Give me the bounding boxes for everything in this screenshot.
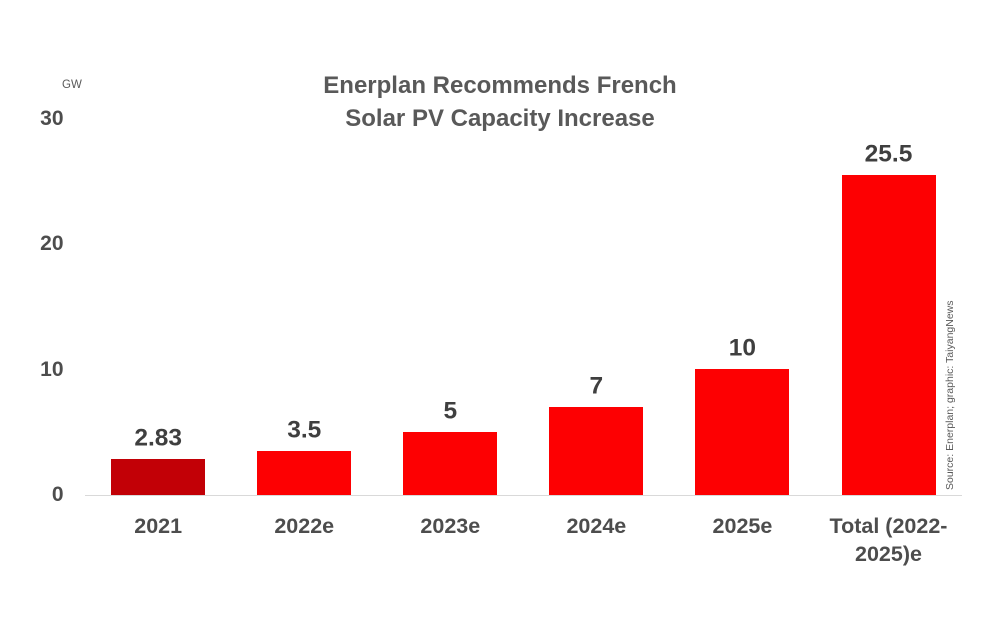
x-axis-category-label: 2025e	[712, 514, 773, 538]
x-axis-category-label: Total (2022-2025)e	[829, 514, 948, 566]
bar-value-label: 2.83	[134, 424, 183, 452]
bar-2022e	[257, 451, 352, 495]
x-axis-category-label: 2021	[134, 514, 183, 538]
chart-title: Enerplan Recommends French Solar PV Capa…	[0, 69, 1000, 135]
y-axis-tick-label: 0	[51, 483, 64, 506]
bar-value-label: 25.5	[864, 140, 913, 168]
bar-value-label: 3.5	[287, 416, 322, 444]
y-axis-tick-label: 10	[40, 357, 64, 381]
bar-2023e	[403, 432, 498, 495]
bar-Total (2022-2025)e	[841, 175, 936, 495]
bar-value-label: 5	[443, 397, 458, 425]
bar-value-label: 7	[589, 372, 604, 400]
x-axis-category-label: 2022e	[274, 514, 335, 538]
chart-title-line-1: Enerplan Recommends French	[323, 72, 677, 99]
bar-2021	[111, 459, 206, 495]
y-axis-tick-label: 20	[40, 232, 64, 255]
bar-value-label: 10	[728, 334, 757, 362]
y-axis-unit-label: GW	[62, 79, 82, 91]
bar-2024e	[549, 407, 644, 495]
source-credit: Source: Enerplan; graphic: TaiyangNews	[944, 300, 956, 491]
chart-title-line-2: Solar PV Capacity Increase	[345, 105, 655, 132]
x-axis-category-label: 2023e	[420, 514, 481, 538]
y-axis-tick-label: 30	[40, 106, 64, 130]
bar-2025e	[695, 369, 790, 495]
x-axis-line	[85, 495, 962, 496]
x-axis-category-label: 2024e	[566, 514, 627, 538]
